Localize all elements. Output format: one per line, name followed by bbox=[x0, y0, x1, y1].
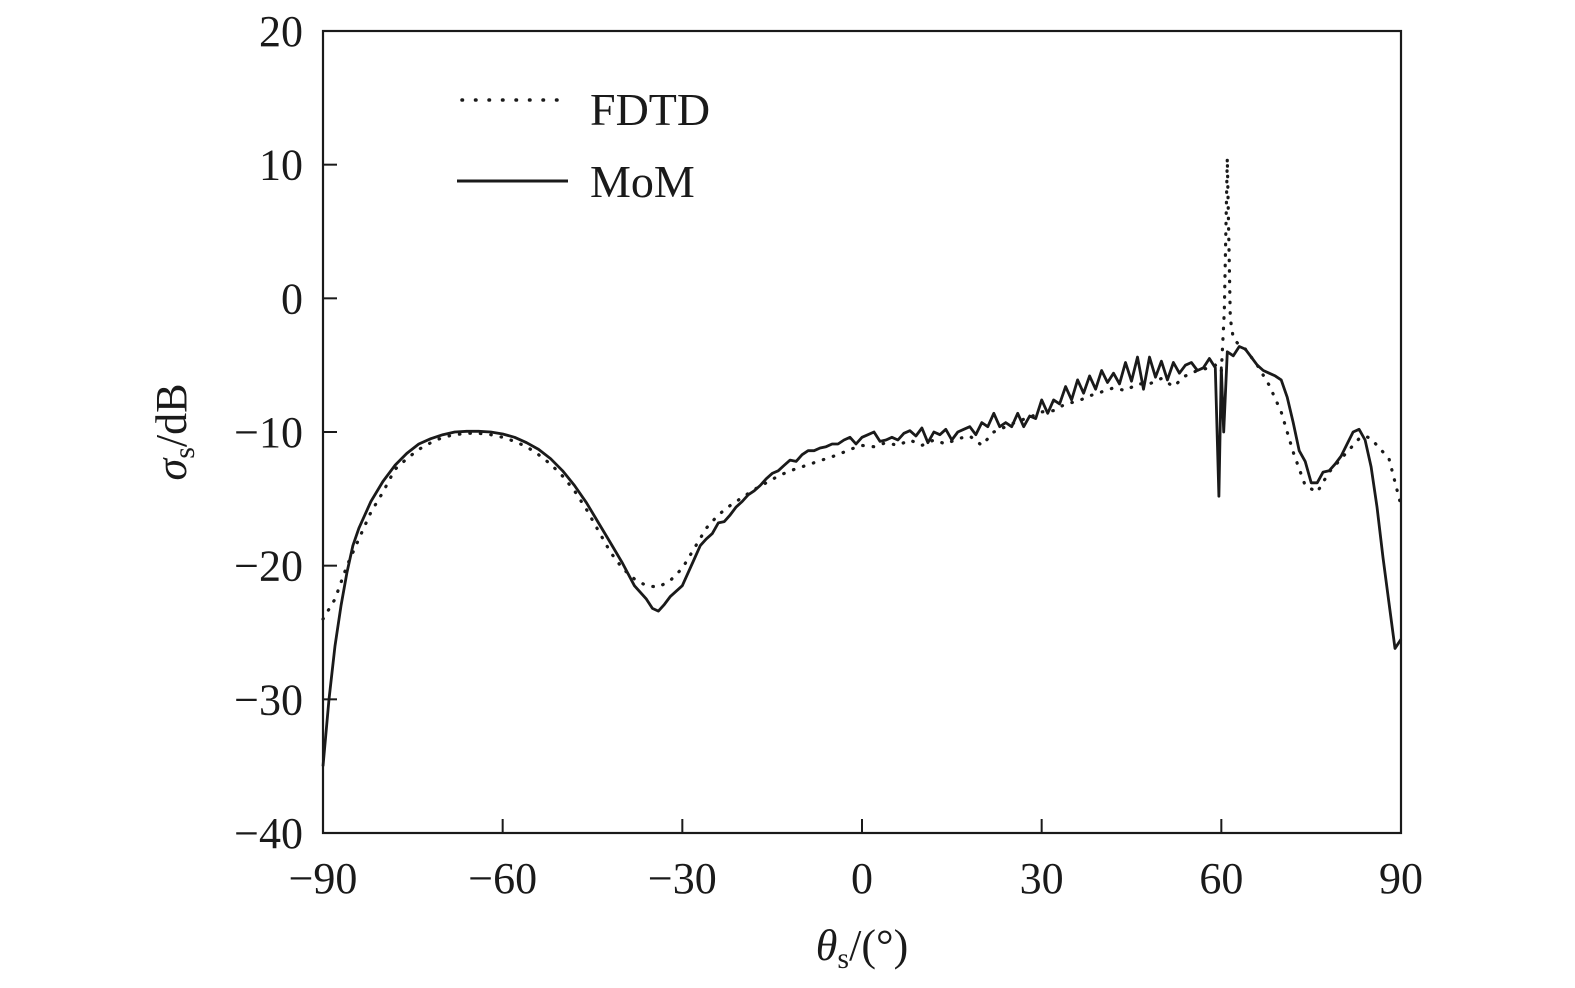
y-axis-title: σs/dB bbox=[147, 384, 201, 481]
tick-marks bbox=[322, 30, 1402, 834]
x-tick-label: 60 bbox=[1199, 854, 1243, 903]
y-tick-label: −40 bbox=[234, 809, 303, 858]
series-lines bbox=[321, 157, 1403, 767]
x-axis-title: θs/(°) bbox=[816, 921, 908, 975]
y-axis-symbol: σ bbox=[147, 456, 196, 480]
y-axis-unit: /dB bbox=[147, 384, 196, 448]
x-axis-subscript: s bbox=[837, 942, 849, 975]
series-line-fdtd bbox=[321, 157, 1403, 621]
x-axis-symbol: θ bbox=[816, 921, 838, 970]
y-tick-label: 0 bbox=[281, 274, 303, 323]
y-tick-label: 20 bbox=[259, 7, 303, 56]
x-tick-label: −60 bbox=[468, 854, 537, 903]
x-tick-label: 0 bbox=[851, 854, 873, 903]
x-axis-unit: /(°) bbox=[849, 921, 908, 970]
x-tick-label: 90 bbox=[1379, 854, 1423, 903]
series-line-mom bbox=[321, 345, 1403, 767]
legend-label-mom: MoM bbox=[590, 156, 695, 207]
y-tick-label: −10 bbox=[234, 408, 303, 457]
y-tick-label: −20 bbox=[234, 542, 303, 591]
y-tick-label: 10 bbox=[259, 141, 303, 190]
x-tick-label: 30 bbox=[1020, 854, 1064, 903]
x-tick-label: −30 bbox=[648, 854, 717, 903]
x-tick-label: −90 bbox=[289, 854, 358, 903]
legend: FDTD MoM bbox=[457, 84, 710, 207]
legend-label-fdtd: FDTD bbox=[590, 84, 710, 135]
tick-labels: −90 −60 −30 0 30 60 90 −40 −30 −20 −10 0 10 20 bbox=[234, 7, 1423, 903]
y-tick-label: −30 bbox=[234, 675, 303, 724]
y-axis-subscript: s bbox=[168, 447, 201, 459]
